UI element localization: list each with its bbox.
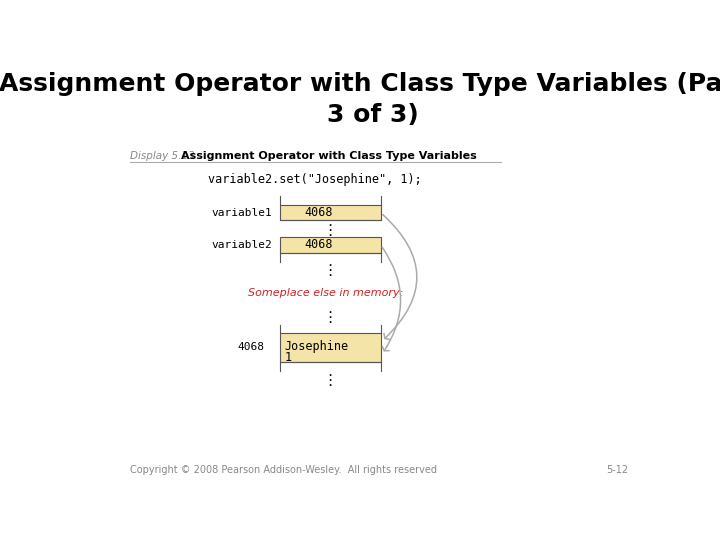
Text: 4068: 4068: [304, 239, 333, 252]
Text: 4068: 4068: [304, 206, 333, 219]
FancyBboxPatch shape: [280, 333, 381, 362]
Text: Josephine: Josephine: [284, 340, 348, 354]
Text: variable1: variable1: [212, 208, 272, 218]
Text: 4068: 4068: [238, 342, 264, 353]
Text: 1: 1: [284, 351, 292, 364]
Text: Assignment Operator with Class Type Variables: Assignment Operator with Class Type Vari…: [181, 151, 477, 161]
Text: ⋮: ⋮: [323, 309, 338, 325]
Text: ⋮: ⋮: [323, 264, 338, 279]
Text: Copyright © 2008 Pearson Addison-Wesley.  All rights reserved: Copyright © 2008 Pearson Addison-Wesley.…: [130, 465, 437, 475]
Text: ⋮: ⋮: [323, 224, 338, 239]
FancyBboxPatch shape: [280, 205, 381, 220]
FancyBboxPatch shape: [280, 237, 381, 253]
Text: variable2: variable2: [212, 240, 272, 250]
Text: 5-12: 5-12: [606, 465, 629, 475]
Text: Assignment Operator with Class Type Variables (Part
3 of 3): Assignment Operator with Class Type Vari…: [0, 72, 720, 127]
Text: Someplace else in memory:: Someplace else in memory:: [248, 288, 403, 298]
Text: Display 5.13: Display 5.13: [130, 151, 195, 161]
Text: ⋮: ⋮: [323, 373, 338, 388]
Text: variable2.set("Josephine", 1);: variable2.set("Josephine", 1);: [208, 173, 422, 186]
